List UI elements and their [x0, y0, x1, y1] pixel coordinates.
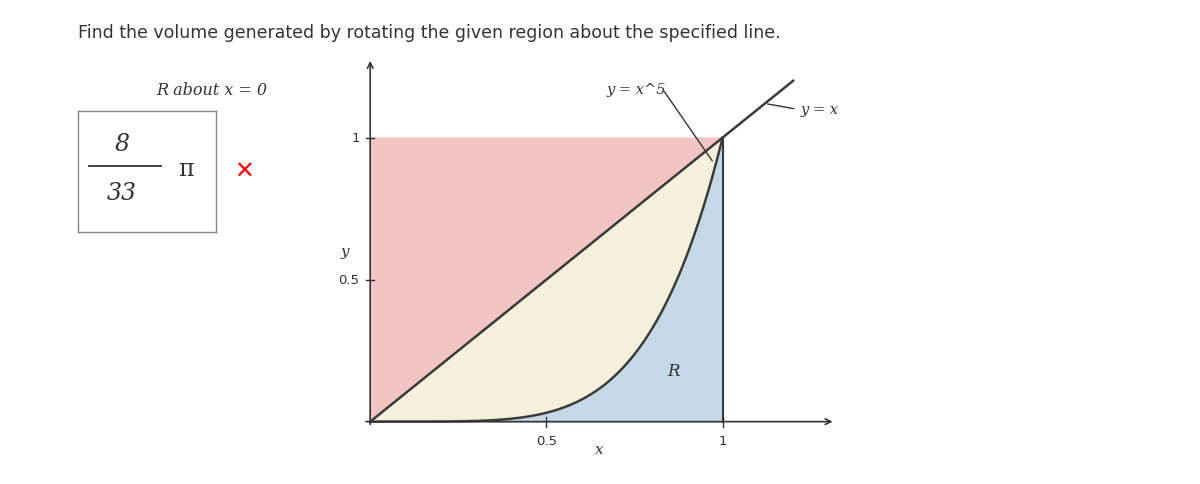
Text: R about x = 0: R about x = 0 — [156, 82, 266, 99]
Text: y = x: y = x — [800, 103, 838, 117]
Text: x: x — [595, 442, 604, 456]
Text: Find the volume generated by rotating the given region about the specified line.: Find the volume generated by rotating th… — [78, 24, 781, 42]
Text: ✕: ✕ — [234, 160, 253, 184]
Text: y: y — [341, 245, 349, 258]
Text: R: R — [667, 362, 679, 379]
Text: 8: 8 — [115, 133, 130, 155]
Text: 1: 1 — [719, 435, 727, 448]
Text: 0.5: 0.5 — [536, 435, 557, 448]
Text: 33: 33 — [107, 182, 137, 205]
Text: 0.5: 0.5 — [338, 273, 360, 287]
Text: π: π — [178, 158, 193, 181]
Text: y = x^5: y = x^5 — [606, 83, 666, 97]
Text: 1: 1 — [352, 132, 360, 145]
